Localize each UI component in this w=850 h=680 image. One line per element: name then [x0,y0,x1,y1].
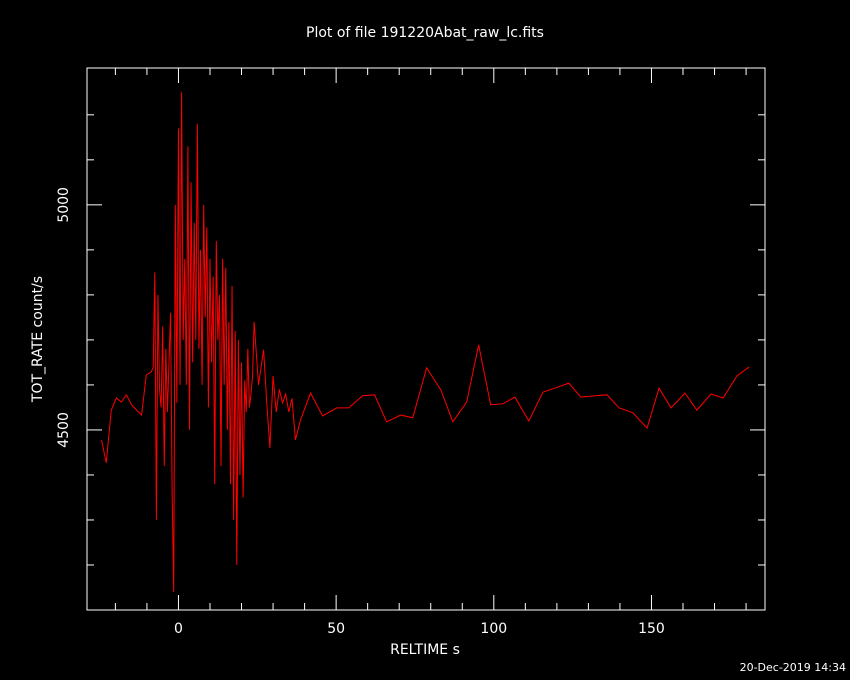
light-curve [101,92,750,592]
timestamp: 20-Dec-2019 14:34 [740,661,846,674]
x-tick-label: 100 [480,621,507,637]
chart-title: Plot of file 191220Abat_raw_lc.fits [306,25,544,41]
y-tick-label: 4500 [56,412,72,448]
x-axis-label: RELTIME s [390,642,460,658]
x-tick-label: 0 [174,621,183,637]
y-axis-label: TOT_RATE count/s [30,276,46,403]
x-tick-label: 150 [638,621,665,637]
x-tick-label: 50 [327,621,345,637]
plot-frame [86,67,766,611]
y-tick-label: 5000 [56,187,72,223]
